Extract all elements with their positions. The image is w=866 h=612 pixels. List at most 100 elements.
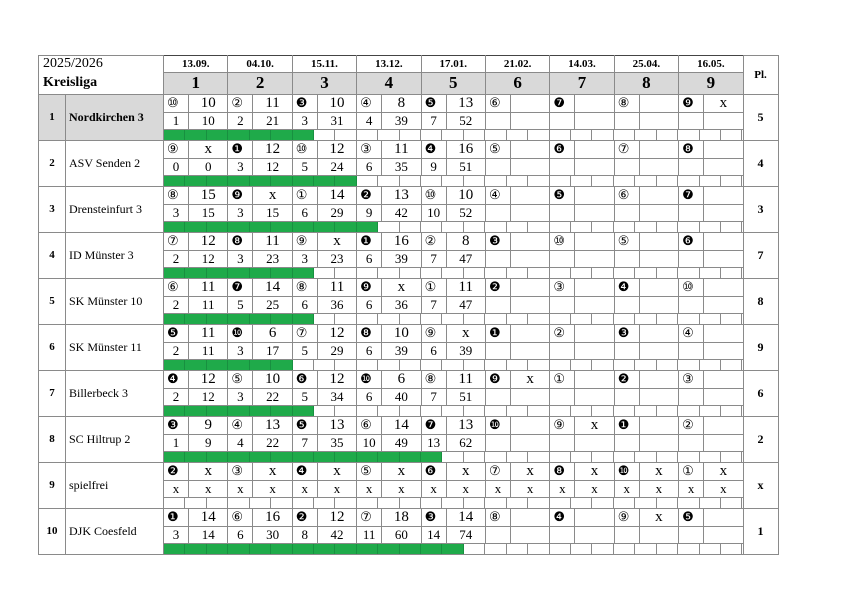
cumulative-score: x [381, 479, 422, 498]
round-score: 11 [445, 369, 486, 389]
round-score [509, 185, 551, 205]
opponent-number: ❾ [484, 369, 511, 389]
progress-cell [678, 176, 700, 185]
cumulative-points [613, 111, 640, 130]
opponent-number: ❼ [549, 93, 576, 113]
team-place: x [742, 461, 779, 509]
team-rank: 8 [38, 415, 66, 463]
cumulative-points: 7 [291, 433, 318, 452]
progress-cell [292, 130, 314, 139]
progress-cell [421, 452, 443, 461]
cumulative-points [678, 433, 705, 452]
progress-cell [614, 544, 636, 553]
progress-cell [399, 544, 422, 553]
progress-cell [464, 498, 486, 507]
cumulative-score: 31 [316, 111, 358, 130]
cumulative-points: 2 [163, 341, 189, 360]
opponent-number: ⑩ [420, 185, 447, 205]
round-score: 12 [316, 507, 358, 527]
opponent-number: ❶ [227, 139, 254, 159]
progress-cell [507, 222, 529, 231]
round-score: 9 [187, 415, 229, 435]
cumulative-score: 29 [316, 341, 358, 360]
cumulative-points: 6 [420, 341, 447, 360]
round-score [638, 93, 680, 113]
opponent-number: ① [549, 369, 576, 389]
opponent-number: ❹ [291, 461, 318, 481]
round-number: 3 [291, 71, 358, 95]
progress-cell [314, 314, 336, 323]
cumulative-points: x [163, 479, 189, 498]
cumulative-score [574, 249, 615, 268]
round-score: 14 [187, 507, 229, 527]
opponent-number: ❻ [678, 231, 705, 251]
cumulative-score [638, 387, 680, 406]
cumulative-score [638, 111, 680, 130]
cumulative-points: 9 [420, 157, 447, 176]
progress-cell [528, 314, 550, 323]
progress-cell [678, 360, 700, 369]
opponent-number: ❼ [420, 415, 447, 435]
progress-cell [657, 176, 679, 185]
opponent-number: ❸ [291, 93, 318, 113]
league-title: Kreisliga [38, 72, 164, 95]
progress-cell [378, 176, 400, 185]
progress-cell [721, 452, 743, 461]
opponent-number: ⑥ [356, 415, 383, 435]
progress-cell [485, 406, 507, 415]
progress-cell [400, 268, 422, 277]
opponent-number: ❸ [613, 323, 640, 343]
progress-cell [185, 176, 207, 185]
cumulative-score [703, 387, 744, 406]
progress-cell [292, 222, 314, 231]
cumulative-score: 9 [187, 433, 229, 452]
team-name: Billerbeck 3 [65, 369, 164, 417]
progress-cell [442, 176, 464, 185]
round-date: 25.04. [613, 55, 680, 73]
opponent-number: ❶ [356, 231, 383, 251]
cumulative-points [678, 249, 705, 268]
progress-cell [550, 268, 572, 277]
progress-cell [700, 268, 721, 277]
progress-cell [335, 452, 357, 461]
round-score: 10 [316, 93, 358, 113]
opponent-number: ⑤ [356, 461, 383, 481]
progress-cell [164, 268, 186, 277]
cumulative-score [509, 295, 551, 314]
round-score: 11 [187, 323, 229, 343]
progress-cell [421, 314, 443, 323]
round-score: 6 [381, 369, 422, 389]
opponent-number: ⑤ [227, 369, 254, 389]
progress-cell [400, 360, 422, 369]
cumulative-points: 3 [227, 203, 254, 222]
progress-cell [164, 314, 186, 323]
progress-cell [357, 130, 379, 139]
progress-strip [164, 498, 743, 507]
round-score: 10 [381, 323, 422, 343]
team-row: 3 Drensteinfurt 3 ⑧ 15 ❾ x ① 14 ❷ 13 ⑩ 10 ④ ❺ ⑥ ❼ 3 [38, 185, 779, 233]
progress-cell [185, 406, 207, 415]
round-score: 11 [316, 277, 358, 297]
progress-cell [614, 222, 636, 231]
progress-cell [378, 314, 400, 323]
cumulative-score: 39 [381, 249, 422, 268]
progress-cell [528, 452, 550, 461]
cumulative-points: 2 [227, 111, 254, 130]
cumulative-score: 14 [187, 525, 229, 544]
progress-cell [592, 360, 614, 369]
cumulative-score [703, 525, 744, 544]
progress-cell [314, 130, 336, 139]
progress-cell [721, 130, 743, 139]
progress-cell [206, 314, 229, 323]
opponent-number: ❾ [678, 93, 705, 113]
progress-cell [164, 452, 186, 461]
cumulative-score: x [574, 479, 615, 498]
round-score [703, 231, 744, 251]
cumulative-score: 10 [187, 111, 229, 130]
progress-cell [206, 130, 229, 139]
round-number: 1 [162, 71, 229, 95]
progress-cell [592, 544, 614, 553]
team-row: 5 SK Münster 10 ⑥ 11 ❼ 14 ⑧ 11 ❾ x ① 11 ❷ ③ ❹ ⑩ 8 [38, 277, 779, 325]
cumulative-score [574, 387, 615, 406]
progress-cell [614, 130, 636, 139]
